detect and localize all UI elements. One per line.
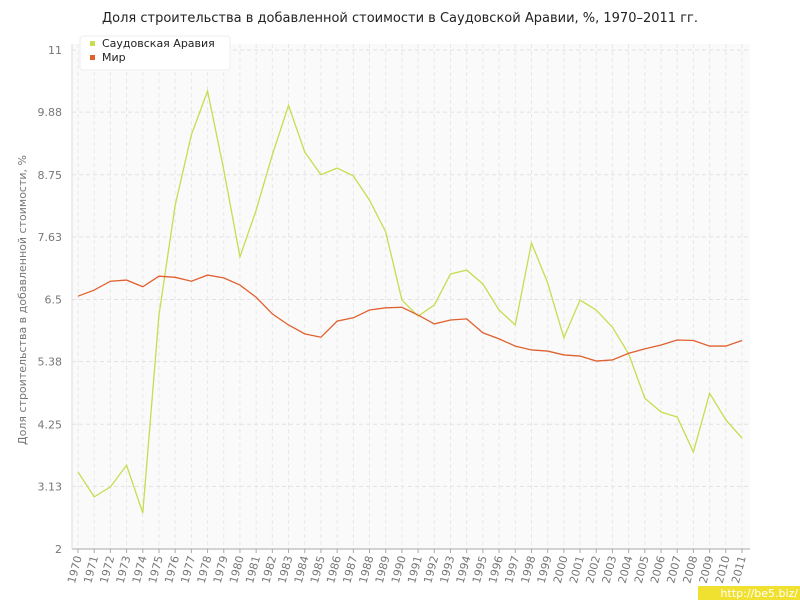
y-tick-label: 8.75 (38, 169, 63, 182)
legend-label: Саудовская Аравия (102, 37, 215, 50)
y-tick-label: 3.13 (38, 480, 63, 493)
y-tick-label: 2 (55, 543, 62, 556)
legend-box (79, 35, 231, 71)
legend-swatch (90, 55, 95, 60)
watermark-bg (698, 586, 800, 600)
series-line (77, 274, 743, 362)
y-tick-label: 7.63 (38, 231, 63, 244)
watermark: http://be5.biz/ (721, 587, 799, 600)
series-line (77, 88, 743, 514)
y-tick-label: 11 (48, 44, 62, 57)
y-tick-label: 5.38 (38, 356, 63, 369)
legend-swatch (90, 41, 95, 46)
y-tick-label: 4.25 (38, 418, 63, 431)
y-tick-label: 9.88 (38, 106, 63, 119)
y-tick-label: 6.5 (45, 294, 63, 307)
y-axis-label: Доля строительства в добавленной стоимос… (16, 155, 29, 445)
legend-label: Мир (102, 51, 126, 64)
chart-title: Доля строительства в добавленной стоимос… (102, 11, 698, 26)
plot-area (72, 44, 750, 549)
